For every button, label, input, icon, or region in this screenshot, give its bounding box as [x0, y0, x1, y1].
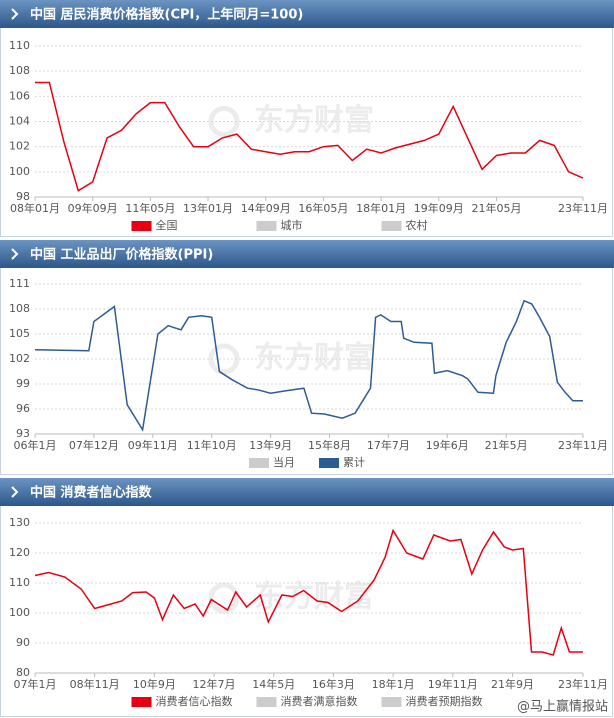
- y-tick-label: 104: [9, 115, 30, 128]
- legend-swatch: [249, 458, 269, 468]
- x-tick-label: 10年9月: [133, 677, 176, 691]
- x-tick-label: 14年09月: [241, 201, 291, 215]
- x-tick-label: 16年3月: [312, 677, 355, 691]
- y-tick-label: 110: [9, 39, 30, 52]
- panel-header: [0, 240, 614, 268]
- legend-swatch: [131, 697, 152, 707]
- y-tick-label: 80: [16, 666, 30, 679]
- y-tick-label: 100: [9, 165, 30, 178]
- x-tick-label: 09年11月: [128, 438, 178, 452]
- legend-label: 全国: [156, 218, 178, 232]
- legend-label: 消费者信心指数: [156, 694, 233, 708]
- y-tick-label: 106: [9, 89, 30, 102]
- y-tick-label: 102: [9, 352, 30, 365]
- y-tick-label: 110: [9, 576, 30, 589]
- x-tick-label: 23年11月: [558, 201, 608, 215]
- panel-border: [0, 240, 613, 475]
- y-tick-label: 130: [9, 516, 30, 529]
- x-tick-label: 13年9月: [249, 438, 292, 452]
- x-tick-label: 09年09月: [68, 201, 118, 215]
- x-tick-label: 23年11月: [558, 438, 608, 452]
- legend-label: 当月: [273, 455, 295, 469]
- header-chevron: [11, 8, 19, 20]
- panel-border: [0, 478, 613, 717]
- footer-watermark: @马上赢情报站: [517, 699, 608, 715]
- panel-header: [0, 0, 614, 28]
- x-tick-label: 21年9月: [491, 677, 534, 691]
- legend-swatch: [381, 697, 402, 707]
- panel-header: [0, 478, 614, 506]
- x-tick-label: 14年5月: [252, 677, 295, 691]
- x-tick-label: 16年05月: [298, 201, 348, 215]
- y-tick-label: 102: [9, 140, 30, 153]
- x-tick-label: 18年1月: [372, 677, 415, 691]
- y-tick-label: 120: [9, 546, 30, 559]
- y-tick-label: 105: [9, 327, 30, 340]
- x-tick-label: 21年05月: [471, 201, 521, 215]
- x-tick-label: 19年11月: [428, 677, 478, 691]
- chart-title: 中国 工业品出厂价格指数(PPI): [30, 247, 213, 263]
- watermark: 东方财富: [254, 580, 374, 615]
- x-tick-label: 23年11月: [558, 677, 608, 691]
- x-tick-label: 11年05月: [125, 201, 175, 215]
- x-tick-label: 12年7月: [193, 677, 236, 691]
- y-tick-label: 96: [16, 402, 30, 415]
- legend-swatch: [319, 458, 339, 468]
- series-line: [34, 299, 583, 432]
- legend-swatch: [381, 221, 402, 231]
- y-tick-label: 93: [16, 427, 30, 440]
- x-tick-label: 19年6月: [426, 438, 469, 452]
- series-line: [34, 528, 583, 656]
- series-line: [35, 81, 584, 192]
- x-tick-label: 19年09月: [414, 201, 464, 215]
- legend-label: 消费者预期指数: [406, 694, 483, 708]
- x-tick-label: 07年1月: [14, 677, 57, 691]
- y-tick-label: 99: [16, 377, 30, 390]
- x-tick-label: 17年7月: [367, 438, 410, 452]
- x-tick-label: 06年1月: [14, 438, 57, 452]
- legend-label: 城市: [281, 218, 303, 232]
- y-tick-label: 90: [16, 636, 30, 649]
- y-tick-label: 111: [9, 277, 30, 290]
- legend-label: 累计: [343, 456, 365, 469]
- watermark-logo: [208, 582, 240, 614]
- header-chevron: [11, 248, 19, 260]
- watermark: 东方财富: [254, 341, 374, 376]
- y-tick-label: 108: [9, 302, 30, 315]
- y-tick-label: 108: [9, 64, 30, 77]
- x-tick-label: 07年12月: [69, 438, 119, 452]
- legend-label: 农村: [406, 218, 428, 232]
- x-tick-label: 08年11月: [70, 677, 120, 691]
- x-tick-label: 18年01月: [356, 201, 406, 215]
- legend-swatch: [256, 697, 277, 707]
- x-tick-label: 08年01月: [10, 201, 60, 215]
- chart-title: 中国 居民消费价格指数(CPI，上年同月=100): [30, 7, 303, 23]
- x-tick-label: 21年5月: [485, 438, 528, 452]
- y-tick-label: 98: [16, 190, 30, 203]
- header-chevron: [11, 486, 19, 498]
- x-tick-label: 11年10月: [187, 438, 237, 452]
- watermark: 东方财富: [254, 103, 374, 138]
- chart-title: 中国 消费者信心指数: [30, 485, 153, 501]
- y-tick-label: 100: [9, 606, 30, 619]
- legend-swatch: [256, 221, 277, 231]
- legend-label: 消费者满意指数: [281, 694, 358, 708]
- x-tick-label: 13年01月: [183, 201, 233, 215]
- x-tick-label: 15年8月: [308, 438, 351, 452]
- legend-swatch: [131, 221, 152, 231]
